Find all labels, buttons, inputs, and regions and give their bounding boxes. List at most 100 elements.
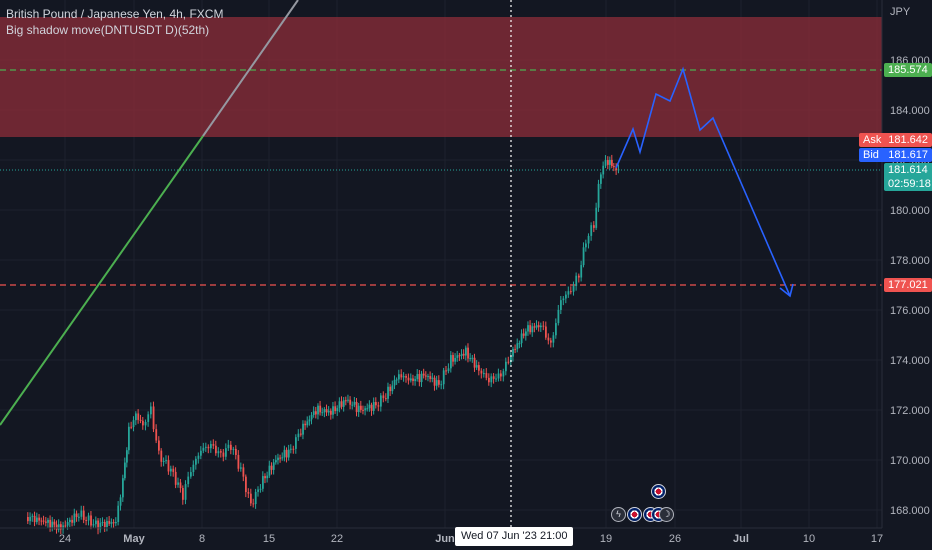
candle-body — [340, 401, 343, 407]
candle-body — [220, 451, 222, 453]
candle-body — [147, 414, 150, 422]
candle-body — [36, 517, 38, 523]
symbol-title[interactable]: British Pound / Japanese Yen, 4h, FXCM — [6, 7, 224, 21]
projection-path[interactable] — [615, 66, 791, 297]
candle-body — [235, 448, 237, 455]
candle-body — [277, 457, 279, 461]
candle-body — [366, 408, 369, 410]
candle-body — [27, 517, 29, 522]
candle-body — [502, 371, 505, 377]
candle-body — [488, 377, 490, 383]
date-tick-label: Jun — [435, 533, 455, 545]
candle-body — [101, 522, 104, 524]
candle-body — [317, 405, 319, 415]
candle-body — [285, 449, 288, 458]
candle-body — [500, 373, 502, 377]
price-axis[interactable]: 186.000184.000182.000180.000178.000176.0… — [890, 6, 930, 517]
candle-body — [460, 353, 463, 356]
date-tick-label: 19 — [600, 533, 612, 545]
resistance-zone[interactable] — [0, 17, 882, 137]
trend-line-green[interactable] — [0, 135, 204, 426]
trend-line-grey[interactable] — [202, 0, 299, 137]
candle-body — [225, 448, 227, 457]
moon-event-icon[interactable]: ☽ — [659, 507, 674, 522]
candle-body — [483, 373, 485, 375]
date-tick-label: 24 — [59, 533, 71, 545]
candle-body — [429, 376, 432, 379]
candle-body — [99, 522, 102, 530]
candle-body — [398, 374, 400, 380]
candle-body — [232, 448, 235, 450]
candle-body — [290, 448, 292, 450]
candle-body — [139, 419, 142, 421]
projection-arrow-head — [779, 283, 794, 298]
candle-body — [207, 446, 210, 449]
candle-body — [142, 420, 144, 426]
candle-body — [247, 492, 250, 494]
candle-body — [567, 291, 570, 295]
candle-body — [69, 519, 71, 523]
candle-body — [31, 515, 34, 517]
candle-body — [533, 326, 536, 328]
candle-body — [338, 401, 341, 409]
candle-body — [540, 325, 542, 328]
candle-body — [92, 524, 95, 526]
candle-body — [505, 361, 507, 372]
candle-body — [609, 159, 611, 165]
candle-body — [602, 165, 605, 175]
candle-body — [302, 423, 304, 435]
candle-body — [440, 384, 443, 386]
candle-body — [190, 472, 192, 477]
candle-body — [237, 454, 240, 469]
candle-body — [87, 515, 90, 521]
candle-body — [177, 482, 179, 485]
candle-body — [287, 449, 290, 458]
candle-body — [578, 275, 580, 278]
candle-body — [319, 405, 322, 413]
uk-flag-event-icon[interactable] — [627, 507, 642, 522]
candle-body — [279, 457, 282, 459]
lightning-event-icon[interactable]: ϟ — [611, 507, 626, 522]
candle-body — [117, 505, 120, 523]
candle-body — [215, 445, 217, 454]
uk-flag-event-icon[interactable] — [651, 484, 666, 499]
candle-body — [315, 411, 317, 415]
candle-body — [144, 421, 147, 426]
ask-value: 181.642 — [888, 134, 928, 146]
candle-body — [292, 448, 295, 450]
candle-body — [332, 406, 334, 415]
bid-badge: Bid 181.617 — [859, 148, 932, 162]
candle-body — [97, 520, 100, 530]
candle-body — [323, 409, 326, 413]
candle-body — [184, 484, 187, 500]
candle-body — [347, 399, 349, 401]
price-tick-label: 184.000 — [890, 105, 930, 117]
date-tick-label: 10 — [803, 533, 815, 545]
candle-body — [458, 355, 461, 357]
candle-body — [42, 520, 45, 522]
date-tick-label: 8 — [199, 533, 205, 545]
candle-body — [615, 166, 618, 171]
candle-body — [110, 522, 113, 524]
candle-body — [349, 399, 352, 405]
candle-body — [514, 348, 517, 350]
time-axis[interactable]: 24 May 8 15 22 Jun 19 26 Jul 10 17 — [59, 533, 883, 545]
candle-body — [222, 452, 225, 457]
candle-body — [590, 225, 593, 236]
candle-body — [124, 462, 126, 479]
candle-body — [497, 373, 500, 379]
candle-body — [66, 522, 69, 526]
candle-body — [475, 365, 478, 368]
candle-body — [531, 326, 534, 333]
candle-body — [158, 440, 160, 451]
date-tick-label: 26 — [669, 533, 681, 545]
candle-body — [202, 447, 205, 451]
candle-body — [200, 450, 202, 456]
indicator-title[interactable]: Big shadow move(DNTUSDT D)(52th) — [6, 23, 210, 37]
candle-body — [611, 159, 613, 167]
candle-body — [387, 386, 389, 399]
candle-body — [264, 476, 266, 479]
candle-body — [57, 524, 60, 530]
candle-body — [128, 426, 130, 451]
